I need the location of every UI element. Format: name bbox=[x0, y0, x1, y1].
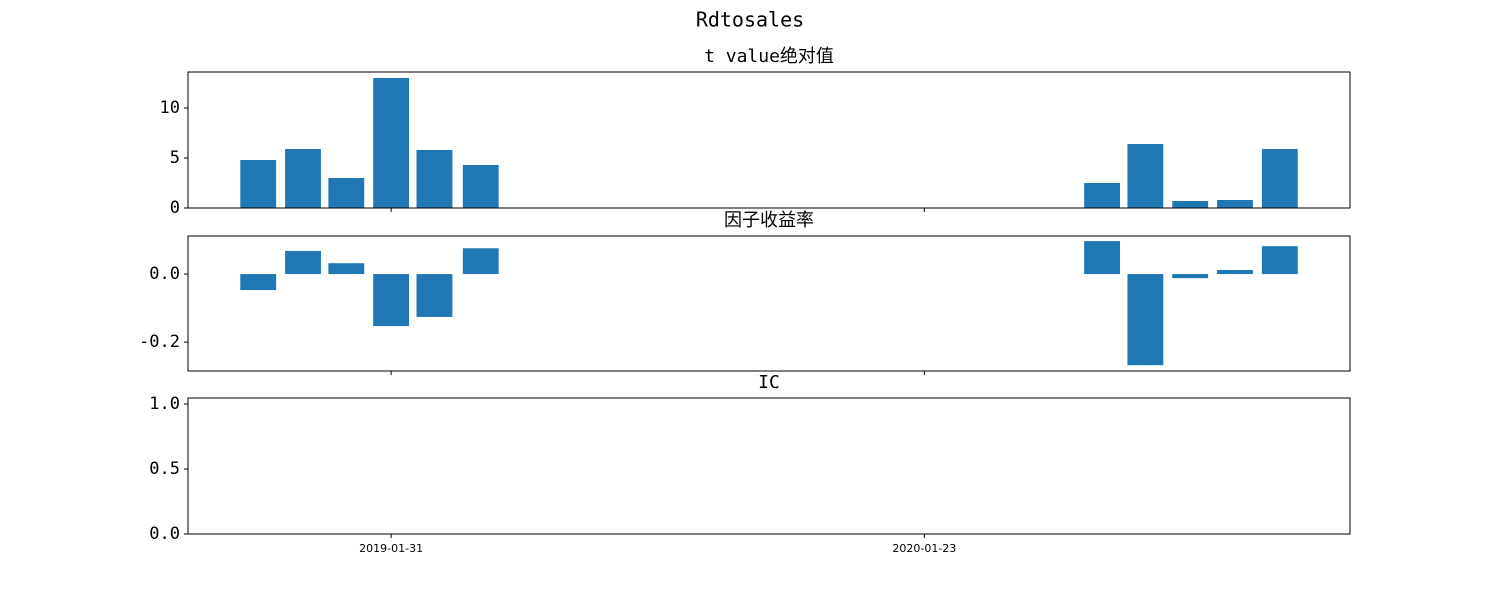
bar bbox=[240, 160, 277, 208]
axes-title: IC bbox=[758, 372, 780, 393]
bar bbox=[285, 250, 321, 275]
y-tick-label: 10 bbox=[160, 98, 180, 118]
bar bbox=[1217, 270, 1253, 275]
axes-title: 因子收益率 bbox=[724, 210, 814, 231]
bar bbox=[240, 274, 277, 291]
bar bbox=[462, 248, 499, 275]
bar bbox=[328, 263, 365, 275]
figure-title: Rdtosales bbox=[696, 8, 804, 32]
y-tick-label: 0 bbox=[170, 198, 180, 218]
axes-frame bbox=[187, 71, 1351, 209]
y-tick-label: 0.0 bbox=[149, 524, 180, 544]
x-tick-label: 2019-01-31 bbox=[359, 542, 423, 555]
bar bbox=[1217, 200, 1253, 208]
bar bbox=[1172, 201, 1209, 208]
bar bbox=[1261, 149, 1298, 208]
axes-frame bbox=[187, 235, 1351, 372]
y-tick-label: 0.5 bbox=[149, 459, 180, 479]
bar bbox=[416, 274, 453, 317]
bar bbox=[416, 150, 453, 208]
x-tick-label: 2020-01-23 bbox=[892, 542, 956, 555]
bar bbox=[1127, 274, 1164, 366]
bar bbox=[373, 274, 410, 327]
bar bbox=[373, 78, 410, 208]
axes-title: t value绝对值 bbox=[704, 46, 834, 67]
y-tick-label: 1.0 bbox=[149, 394, 180, 414]
bar bbox=[1172, 274, 1209, 279]
y-tick-label: -0.2 bbox=[139, 332, 180, 352]
axes-frame bbox=[187, 397, 1351, 535]
bar bbox=[1084, 183, 1120, 208]
y-tick-label: 0.0 bbox=[149, 264, 180, 284]
bar bbox=[1261, 246, 1298, 275]
bar bbox=[1084, 241, 1120, 275]
bar bbox=[1127, 144, 1164, 208]
bar bbox=[328, 178, 365, 208]
y-tick-label: 5 bbox=[170, 148, 180, 168]
bar bbox=[462, 165, 499, 208]
bar bbox=[285, 149, 321, 208]
